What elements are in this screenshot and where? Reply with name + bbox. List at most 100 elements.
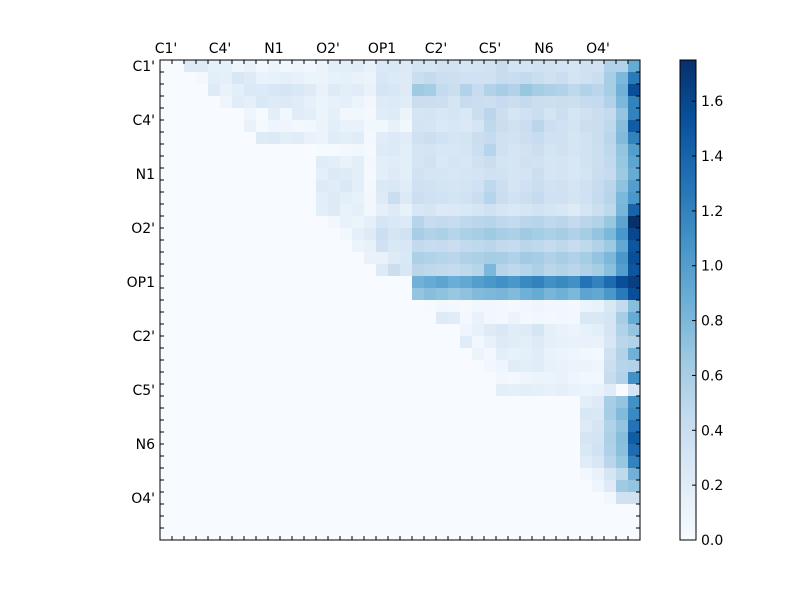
heatmap-cell bbox=[280, 168, 293, 181]
heatmap-cell bbox=[496, 288, 509, 301]
heatmap-cell bbox=[244, 384, 257, 397]
heatmap-cell bbox=[556, 144, 569, 157]
y-tick-label: C1' bbox=[132, 59, 155, 75]
heatmap-cell bbox=[340, 468, 353, 481]
heatmap-cell bbox=[352, 396, 365, 409]
heatmap-cell bbox=[196, 312, 209, 325]
heatmap-cell bbox=[160, 360, 173, 373]
heatmap-cell bbox=[532, 96, 545, 109]
heatmap-cell bbox=[340, 204, 353, 217]
heatmap-cell bbox=[184, 276, 197, 289]
heatmap-cell bbox=[520, 312, 533, 325]
heatmap-cell bbox=[400, 60, 413, 73]
heatmap-cell bbox=[232, 516, 245, 529]
heatmap-cell bbox=[328, 468, 341, 481]
heatmap-cell bbox=[520, 516, 533, 529]
heatmap-cell bbox=[256, 516, 269, 529]
heatmap-cell bbox=[628, 276, 641, 289]
heatmap-cell bbox=[628, 108, 641, 121]
heatmap-cell bbox=[424, 336, 437, 349]
heatmap-cell bbox=[604, 420, 617, 433]
heatmap-cell bbox=[568, 504, 581, 517]
colorbar-tick-label: 0.2 bbox=[701, 478, 723, 494]
colorbar-tick-label: 0.4 bbox=[701, 423, 723, 439]
heatmap-cell bbox=[292, 156, 305, 169]
heatmap-cell bbox=[184, 72, 197, 85]
heatmap-cell bbox=[592, 276, 605, 289]
heatmap-cell bbox=[448, 504, 461, 517]
heatmap-cell bbox=[292, 492, 305, 505]
heatmap-cell bbox=[220, 132, 233, 145]
heatmap-cell bbox=[592, 312, 605, 325]
heatmap-cell bbox=[268, 516, 281, 529]
heatmap-cell bbox=[616, 336, 629, 349]
heatmap-cell bbox=[304, 348, 317, 361]
heatmap-cell bbox=[520, 108, 533, 121]
heatmap-cell bbox=[376, 96, 389, 109]
heatmap-cell bbox=[304, 276, 317, 289]
heatmap-cell bbox=[436, 516, 449, 529]
heatmap-cell bbox=[328, 360, 341, 373]
heatmap-cell bbox=[532, 144, 545, 157]
heatmap-cell bbox=[196, 456, 209, 469]
heatmap-cell bbox=[496, 516, 509, 529]
heatmap-cell bbox=[400, 180, 413, 193]
heatmap-cell bbox=[316, 84, 329, 97]
heatmap-cell bbox=[436, 312, 449, 325]
heatmap-cell bbox=[520, 432, 533, 445]
heatmap-cell bbox=[604, 300, 617, 313]
heatmap-cell bbox=[304, 420, 317, 433]
heatmap-cell bbox=[268, 276, 281, 289]
heatmap-cell bbox=[160, 276, 173, 289]
heatmap-cell bbox=[364, 312, 377, 325]
heatmap-cell bbox=[604, 132, 617, 145]
heatmap-cell bbox=[220, 180, 233, 193]
heatmap-cell bbox=[280, 72, 293, 85]
heatmap-cell bbox=[508, 360, 521, 373]
heatmap-cell bbox=[496, 96, 509, 109]
heatmap-cell bbox=[376, 252, 389, 265]
heatmap-cell bbox=[280, 120, 293, 133]
heatmap-cell bbox=[208, 288, 221, 301]
heatmap-cell bbox=[172, 132, 185, 145]
heatmap-cell bbox=[532, 72, 545, 85]
heatmap-cell bbox=[460, 480, 473, 493]
heatmap-cell bbox=[196, 60, 209, 73]
heatmap-cell bbox=[340, 120, 353, 133]
heatmap-cell bbox=[472, 384, 485, 397]
heatmap-cell bbox=[364, 96, 377, 109]
heatmap-cell bbox=[184, 84, 197, 97]
heatmap-cell bbox=[544, 348, 557, 361]
heatmap-cell bbox=[352, 156, 365, 169]
heatmap-cell bbox=[352, 312, 365, 325]
heatmap-cell bbox=[160, 312, 173, 325]
heatmap-cell bbox=[460, 360, 473, 373]
heatmap-cell bbox=[292, 432, 305, 445]
heatmap-cell bbox=[436, 120, 449, 133]
heatmap-cell bbox=[352, 228, 365, 241]
heatmap-cell bbox=[484, 396, 497, 409]
heatmap-cell bbox=[628, 228, 641, 241]
heatmap-cell bbox=[496, 456, 509, 469]
heatmap-cell bbox=[400, 96, 413, 109]
heatmap-cell bbox=[388, 492, 401, 505]
heatmap-cell bbox=[556, 360, 569, 373]
heatmap-cell bbox=[232, 216, 245, 229]
heatmap-cell bbox=[244, 408, 257, 421]
heatmap-cell bbox=[304, 252, 317, 265]
heatmap-cell bbox=[508, 372, 521, 385]
heatmap-cell bbox=[172, 528, 185, 541]
heatmap-cell bbox=[196, 408, 209, 421]
heatmap-cell bbox=[508, 492, 521, 505]
heatmap-cell bbox=[388, 168, 401, 181]
heatmap-cell bbox=[604, 84, 617, 97]
heatmap-cell bbox=[340, 168, 353, 181]
heatmap-cell bbox=[580, 144, 593, 157]
heatmap-cell bbox=[508, 384, 521, 397]
heatmap-cell bbox=[244, 240, 257, 253]
heatmap-cell bbox=[184, 396, 197, 409]
heatmap-cell bbox=[268, 528, 281, 541]
heatmap-cell bbox=[412, 384, 425, 397]
heatmap-cell bbox=[544, 468, 557, 481]
heatmap-cell bbox=[364, 276, 377, 289]
